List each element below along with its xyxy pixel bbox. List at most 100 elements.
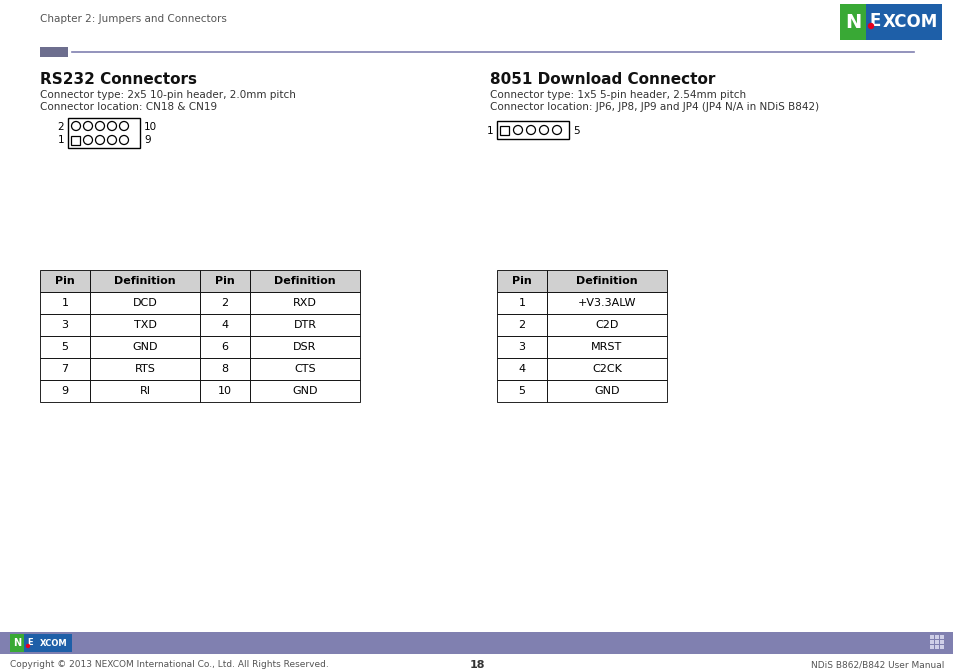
Text: 8051 Download Connector: 8051 Download Connector bbox=[490, 72, 715, 87]
Text: E: E bbox=[27, 638, 32, 647]
Text: RTS: RTS bbox=[134, 364, 155, 374]
Bar bbox=[497, 292, 546, 314]
Text: 5: 5 bbox=[573, 126, 579, 136]
Text: 10: 10 bbox=[144, 122, 157, 132]
Text: 9: 9 bbox=[61, 386, 69, 396]
Bar bbox=[250, 336, 359, 358]
Text: RXD: RXD bbox=[293, 298, 316, 308]
Bar bbox=[929, 645, 933, 649]
Text: Connector type: 2x5 10-pin header, 2.0mm pitch: Connector type: 2x5 10-pin header, 2.0mm… bbox=[40, 90, 295, 100]
Text: 3: 3 bbox=[518, 342, 525, 352]
Bar bbox=[10, 634, 24, 652]
Text: C2CK: C2CK bbox=[592, 364, 621, 374]
Bar bbox=[68, 118, 140, 148]
Bar bbox=[250, 292, 359, 314]
Bar bbox=[546, 270, 666, 292]
Text: 10: 10 bbox=[218, 386, 232, 396]
Text: MRST: MRST bbox=[591, 342, 622, 352]
Text: GND: GND bbox=[594, 386, 619, 396]
Bar bbox=[929, 640, 933, 644]
Bar bbox=[40, 292, 90, 314]
Text: 1: 1 bbox=[57, 135, 64, 145]
Text: 18: 18 bbox=[469, 660, 484, 670]
Bar bbox=[497, 121, 568, 139]
Circle shape bbox=[108, 136, 116, 144]
Bar bbox=[40, 358, 90, 380]
Bar bbox=[40, 47, 68, 57]
Bar bbox=[90, 314, 200, 336]
Text: XCOM: XCOM bbox=[882, 13, 937, 31]
Circle shape bbox=[108, 122, 116, 130]
Text: +V3.3ALW: +V3.3ALW bbox=[578, 298, 636, 308]
Circle shape bbox=[84, 122, 92, 130]
Bar bbox=[497, 358, 546, 380]
Bar bbox=[840, 4, 865, 40]
Text: 5: 5 bbox=[518, 386, 525, 396]
Text: E: E bbox=[868, 12, 880, 30]
Text: Definition: Definition bbox=[576, 276, 638, 286]
Bar bbox=[939, 635, 943, 639]
Text: 2: 2 bbox=[221, 298, 229, 308]
Text: RS232 Connectors: RS232 Connectors bbox=[40, 72, 196, 87]
Text: 2: 2 bbox=[57, 122, 64, 132]
Bar bbox=[200, 314, 250, 336]
Bar bbox=[546, 380, 666, 402]
Bar bbox=[939, 640, 943, 644]
Bar bbox=[0, 632, 953, 654]
Circle shape bbox=[84, 136, 92, 144]
Bar bbox=[500, 126, 509, 134]
Bar bbox=[200, 336, 250, 358]
Text: Chapter 2: Jumpers and Connectors: Chapter 2: Jumpers and Connectors bbox=[40, 14, 227, 24]
Bar bbox=[929, 635, 933, 639]
Bar bbox=[934, 635, 938, 639]
Circle shape bbox=[27, 644, 30, 648]
Bar bbox=[934, 640, 938, 644]
Circle shape bbox=[119, 122, 129, 130]
Bar bbox=[250, 358, 359, 380]
Bar bbox=[200, 380, 250, 402]
Bar bbox=[840, 4, 941, 40]
Circle shape bbox=[71, 122, 80, 130]
Bar bbox=[546, 358, 666, 380]
Bar bbox=[40, 270, 90, 292]
Bar bbox=[90, 292, 200, 314]
Text: 3: 3 bbox=[61, 320, 69, 330]
Text: Pin: Pin bbox=[214, 276, 234, 286]
Text: DSR: DSR bbox=[293, 342, 316, 352]
Text: 1: 1 bbox=[518, 298, 525, 308]
Bar bbox=[200, 270, 250, 292]
Bar bbox=[497, 336, 546, 358]
Text: 2: 2 bbox=[517, 320, 525, 330]
Text: 4: 4 bbox=[517, 364, 525, 374]
Text: 4: 4 bbox=[221, 320, 229, 330]
Circle shape bbox=[119, 136, 129, 144]
Text: Pin: Pin bbox=[512, 276, 532, 286]
Text: CTS: CTS bbox=[294, 364, 315, 374]
Text: 5: 5 bbox=[61, 342, 69, 352]
Text: Definition: Definition bbox=[274, 276, 335, 286]
Text: 6: 6 bbox=[221, 342, 229, 352]
Bar bbox=[497, 270, 546, 292]
Text: Connector type: 1x5 5-pin header, 2.54mm pitch: Connector type: 1x5 5-pin header, 2.54mm… bbox=[490, 90, 745, 100]
Text: DCD: DCD bbox=[132, 298, 157, 308]
Bar bbox=[250, 270, 359, 292]
Bar bbox=[250, 380, 359, 402]
Bar bbox=[546, 292, 666, 314]
Text: 8: 8 bbox=[221, 364, 229, 374]
Text: Definition: Definition bbox=[114, 276, 175, 286]
Text: Connector location: JP6, JP8, JP9 and JP4 (JP4 N/A in NDiS B842): Connector location: JP6, JP8, JP9 and JP… bbox=[490, 102, 819, 112]
Bar bbox=[546, 336, 666, 358]
Bar bbox=[934, 645, 938, 649]
Text: Pin: Pin bbox=[55, 276, 74, 286]
Bar bbox=[497, 314, 546, 336]
Bar bbox=[497, 380, 546, 402]
Text: GND: GND bbox=[292, 386, 317, 396]
Bar bbox=[40, 380, 90, 402]
Text: N: N bbox=[844, 13, 861, 32]
Bar bbox=[939, 645, 943, 649]
Text: GND: GND bbox=[132, 342, 157, 352]
Circle shape bbox=[539, 126, 548, 134]
Text: XCOM: XCOM bbox=[40, 638, 68, 648]
Circle shape bbox=[552, 126, 561, 134]
Text: Copyright © 2013 NEXCOM International Co., Ltd. All Rights Reserved.: Copyright © 2013 NEXCOM International Co… bbox=[10, 660, 329, 669]
